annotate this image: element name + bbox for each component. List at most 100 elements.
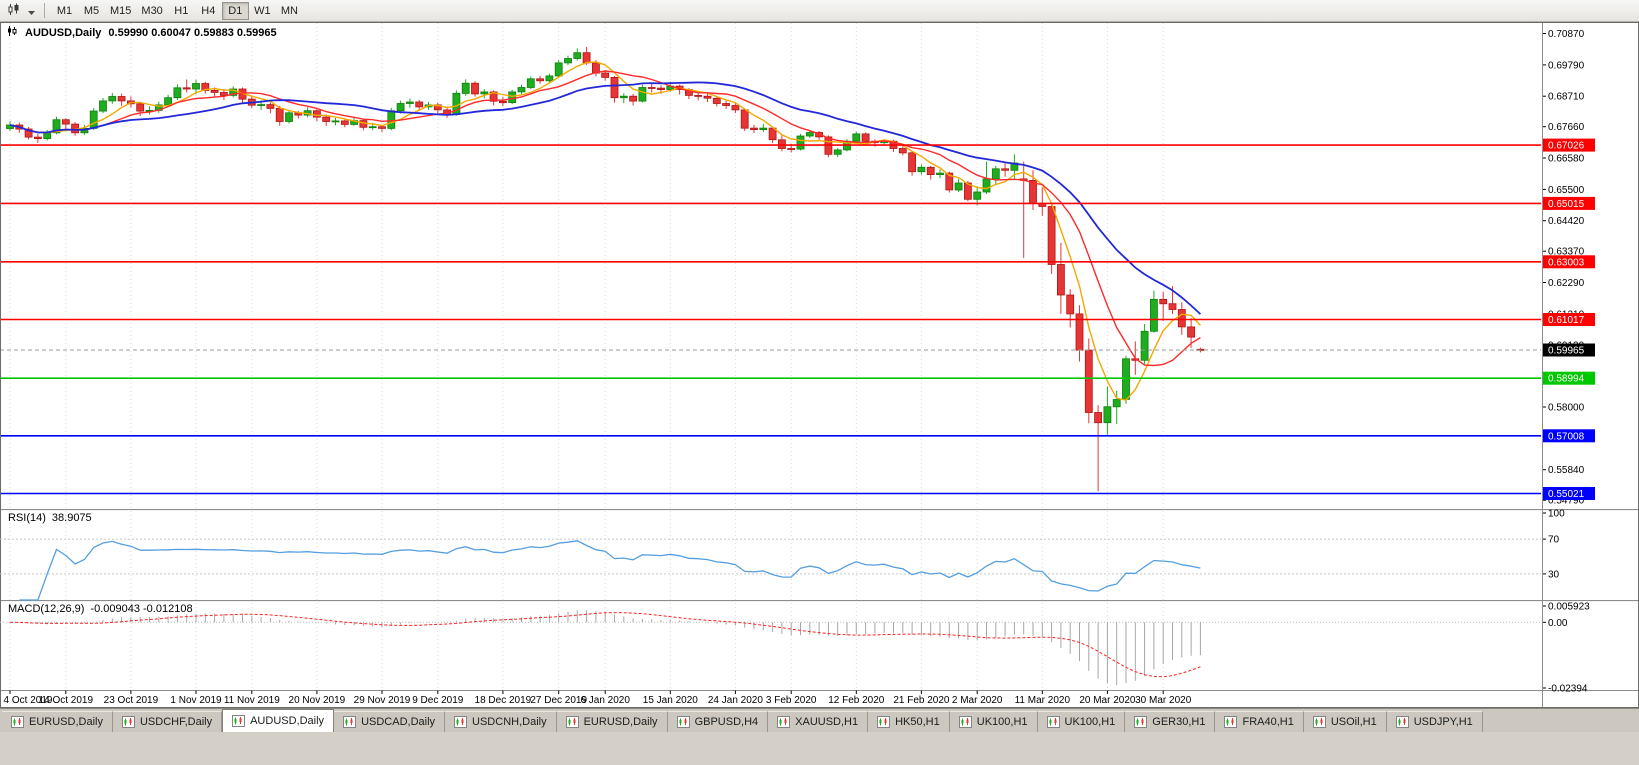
price-badge-0.65015: 0.65015 xyxy=(1543,196,1595,210)
tab-chart-icon xyxy=(232,715,246,727)
svg-text:0.69790: 0.69790 xyxy=(1548,60,1585,71)
svg-text:11 Nov 2019: 11 Nov 2019 xyxy=(224,695,280,706)
tab-eurusd-daily[interactable]: EURUSD,Daily xyxy=(2,711,113,732)
chart-type-dropdown-caret[interactable] xyxy=(25,2,38,20)
period-button-h4[interactable]: H4 xyxy=(195,2,222,20)
tab-gbpusd-h4[interactable]: GBPUSD,H4 xyxy=(667,711,769,732)
moving-average-5 xyxy=(9,61,1201,401)
tab-chart-icon xyxy=(343,716,357,728)
tab-xauusd-h1[interactable]: XAUUSD,H1 xyxy=(768,711,869,732)
svg-text:0.67026: 0.67026 xyxy=(1548,141,1585,152)
svg-text:30: 30 xyxy=(1548,569,1560,580)
svg-text:0.55840: 0.55840 xyxy=(1548,465,1585,476)
tab-label: USDCNH,Daily xyxy=(472,716,547,728)
tab-usdcnh-daily[interactable]: USDCNH,Daily xyxy=(445,711,557,732)
svg-text:27 Dec 2019: 27 Dec 2019 xyxy=(530,695,587,706)
svg-text:100: 100 xyxy=(1548,509,1565,520)
svg-text:0.005923: 0.005923 xyxy=(1548,602,1590,613)
tab-audusd-daily[interactable]: AUDUSD,Daily xyxy=(222,709,335,732)
svg-text:20 Mar 2020: 20 Mar 2020 xyxy=(1079,695,1136,706)
svg-text:2 Mar 2020: 2 Mar 2020 xyxy=(952,695,1003,706)
chart-window: 0.70870 0.69790 0.68710 0.67660 0.66580 0.655… xyxy=(0,22,1639,708)
svg-text:30 Mar 2020: 30 Mar 2020 xyxy=(1135,695,1192,706)
tab-usdchf-daily[interactable]: USDCHF,Daily xyxy=(112,711,223,732)
price-badge-0.59965: 0.59965 xyxy=(1543,343,1595,357)
period-button-m5[interactable]: M5 xyxy=(78,2,105,20)
svg-text:14 Oct 2019: 14 Oct 2019 xyxy=(39,695,94,706)
svg-text:0.61017: 0.61017 xyxy=(1548,315,1585,326)
tab-ger30-h1[interactable]: GER30,H1 xyxy=(1125,711,1216,732)
tab-usoil-h1[interactable]: USOil,H1 xyxy=(1303,711,1387,732)
svg-text:4 Oct 2019: 4 Oct 2019 xyxy=(4,695,53,706)
tab-chart-icon xyxy=(1134,716,1148,728)
tab-chart-icon xyxy=(1395,716,1409,728)
tab-eurusd-daily[interactable]: EURUSD,Daily xyxy=(556,711,668,732)
svg-text:6 Jan 2020: 6 Jan 2020 xyxy=(580,695,630,706)
svg-text:0.59965: 0.59965 xyxy=(1548,346,1585,357)
tab-chart-icon xyxy=(1224,716,1238,728)
svg-text:23 Oct 2019: 23 Oct 2019 xyxy=(104,695,159,706)
svg-text:12 Feb 2020: 12 Feb 2020 xyxy=(828,695,885,706)
period-button-m30[interactable]: M30 xyxy=(136,2,167,20)
tab-chart-icon xyxy=(1312,716,1326,728)
svg-text:0.57008: 0.57008 xyxy=(1548,431,1585,442)
period-button-w1[interactable]: W1 xyxy=(249,2,276,20)
chevron-down-icon xyxy=(28,3,35,18)
period-button-mn[interactable]: MN xyxy=(276,2,303,20)
tab-label: GBPUSD,H4 xyxy=(694,716,759,728)
chart-tab-bar: EURUSD,Daily USDCHF,Daily AUDUSD,Daily USDC… xyxy=(0,708,1639,732)
tab-hk50-h1[interactable]: HK50,H1 xyxy=(868,711,950,732)
svg-text:-0.02394: -0.02394 xyxy=(1548,684,1588,695)
tab-label: USDJPY,H1 xyxy=(1413,716,1473,728)
tab-chart-icon xyxy=(565,716,579,728)
svg-text:0.65015: 0.65015 xyxy=(1548,199,1585,210)
tab-chart-icon xyxy=(777,716,791,728)
svg-text:0.67660: 0.67660 xyxy=(1548,122,1585,133)
price-badge-0.58994: 0.58994 xyxy=(1543,371,1595,385)
price-badge-0.55021: 0.55021 xyxy=(1543,487,1595,500)
period-button-d1[interactable]: D1 xyxy=(221,1,249,20)
tab-chart-icon xyxy=(454,716,468,728)
timeframe-button-group: M1 M5 M15 M30 H1 H4 D1 W1 MN xyxy=(51,1,303,20)
candlestick-chart-icon xyxy=(7,3,21,19)
tab-label: FRA40,H1 xyxy=(1242,716,1294,728)
svg-text:0.55021: 0.55021 xyxy=(1548,489,1585,500)
tab-usdjpy-h1[interactable]: USDJPY,H1 xyxy=(1386,711,1483,732)
tab-label: XAUUSD,H1 xyxy=(795,716,859,728)
rsi-line xyxy=(19,540,1201,601)
chart-background xyxy=(0,22,1639,708)
macd-signal-line xyxy=(9,612,1201,678)
svg-text:15 Jan 2020: 15 Jan 2020 xyxy=(643,695,698,706)
price-chart: 0.70870 0.69790 0.68710 0.67660 0.66580 0.655… xyxy=(0,22,1639,708)
chart-type-button[interactable] xyxy=(4,2,24,20)
tab-usdcad-daily[interactable]: USDCAD,Daily xyxy=(334,711,446,732)
tab-label: EURUSD,Daily xyxy=(29,716,103,728)
svg-text:18 Dec 2019: 18 Dec 2019 xyxy=(475,695,532,706)
svg-text:0.63003: 0.63003 xyxy=(1548,257,1585,268)
svg-text:1 Nov 2019: 1 Nov 2019 xyxy=(170,695,222,706)
svg-text:3 Feb 2020: 3 Feb 2020 xyxy=(766,695,817,706)
period-button-h1[interactable]: H1 xyxy=(168,2,195,20)
svg-text:20 Nov 2019: 20 Nov 2019 xyxy=(289,695,346,706)
svg-text:0.62290: 0.62290 xyxy=(1548,278,1585,289)
tab-label: HK50,H1 xyxy=(895,716,940,728)
tab-fra40-h1[interactable]: FRA40,H1 xyxy=(1215,711,1304,732)
tab-uk100-h1[interactable]: UK100,H1 xyxy=(1037,711,1126,732)
period-button-m1[interactable]: M1 xyxy=(51,2,78,20)
tab-uk100-h1[interactable]: UK100,H1 xyxy=(949,711,1038,732)
tab-label: GER30,H1 xyxy=(1152,716,1206,728)
svg-text:0.58994: 0.58994 xyxy=(1548,374,1585,385)
svg-text:70: 70 xyxy=(1548,535,1560,546)
svg-text:0.00: 0.00 xyxy=(1548,618,1568,629)
tab-label: UK100,H1 xyxy=(1064,716,1116,728)
price-badge-0.67026: 0.67026 xyxy=(1543,138,1595,152)
tab-label: EURUSD,Daily xyxy=(583,716,658,728)
tab-chart-icon xyxy=(877,716,891,728)
toolbar: M1 M5 M15 M30 H1 H4 D1 W1 MN xyxy=(0,0,1639,22)
svg-text:0.66580: 0.66580 xyxy=(1548,154,1585,165)
period-button-m15[interactable]: M15 xyxy=(105,2,136,20)
price-badge-0.57008: 0.57008 xyxy=(1543,429,1595,443)
moving-average-21 xyxy=(9,81,1202,315)
tab-label: USDCHF,Daily xyxy=(139,716,213,728)
